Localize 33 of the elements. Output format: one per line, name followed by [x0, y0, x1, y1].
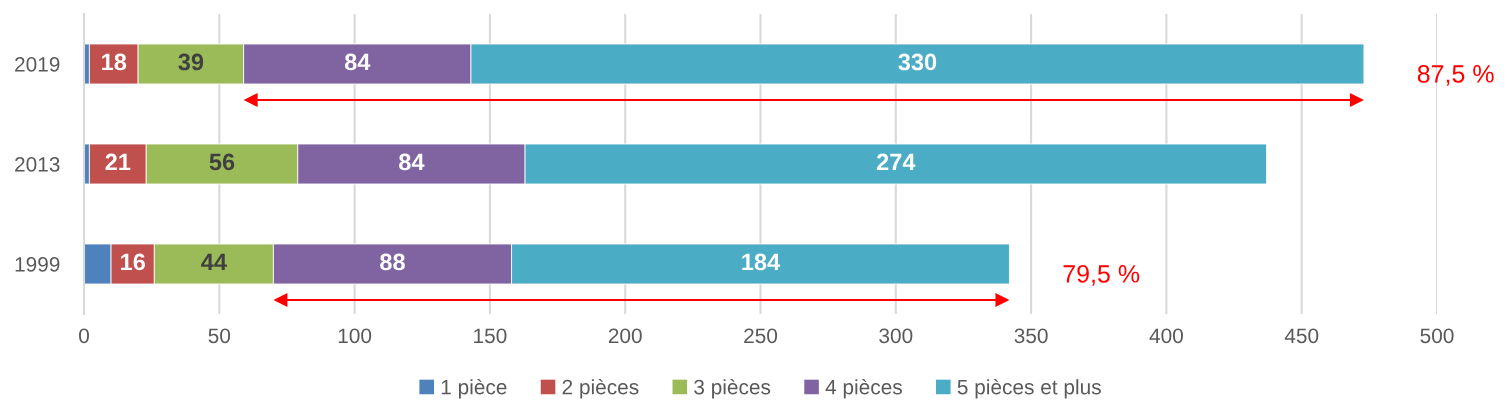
- y-tick-label: 2013: [15, 157, 60, 172]
- data-label: 18: [102, 53, 127, 71]
- legend-label: 1 pièce: [441, 378, 507, 399]
- data-label: 184: [742, 253, 781, 271]
- y-tick-label: 1999: [15, 257, 60, 272]
- annotation: 79,5 %: [1063, 265, 1140, 286]
- x-tick-label: 400: [1149, 328, 1183, 344]
- x-tick-label: 200: [608, 328, 642, 344]
- data-label: 84: [344, 53, 371, 71]
- data-label: 16: [121, 253, 145, 271]
- x-tick-label: 100: [338, 328, 372, 344]
- x-tick-label: 250: [744, 328, 778, 344]
- data-label: 21: [105, 153, 131, 171]
- x-tick-label: 500: [1420, 328, 1454, 344]
- annotation: 87,5 %: [1417, 65, 1494, 86]
- x-tick-label: 350: [1014, 328, 1048, 344]
- data-label: 56: [209, 153, 235, 171]
- legend-label: 5 pièces et plus: [957, 378, 1101, 399]
- data-label: 274: [876, 153, 916, 171]
- data-label: 39: [178, 53, 204, 71]
- x-tick-label: 0: [79, 328, 89, 344]
- x-tick-label: 150: [474, 328, 507, 344]
- data-label: 84: [399, 153, 425, 171]
- x-tick-label: 300: [879, 328, 913, 344]
- data-label: 88: [380, 253, 405, 271]
- legend-label: 2 pièces: [562, 378, 639, 399]
- data-label: 44: [201, 253, 227, 271]
- data-label: 330: [898, 53, 937, 71]
- legend-label: 4 pièces: [825, 378, 902, 399]
- y-tick-label: 2019: [15, 57, 60, 72]
- legend-label: 3 pièces: [694, 378, 771, 399]
- x-tick-label: 50: [208, 328, 231, 344]
- x-tick-label: 450: [1284, 328, 1319, 344]
